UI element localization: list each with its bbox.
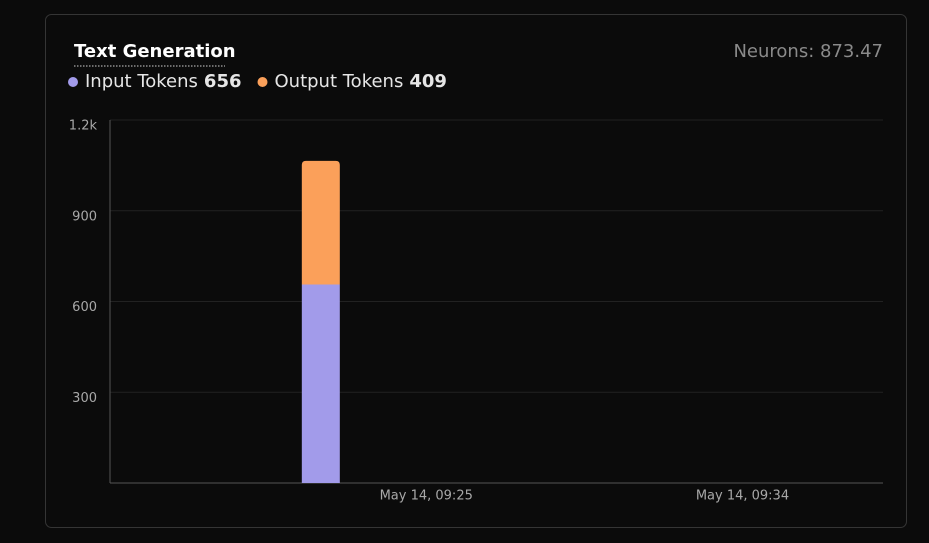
x-tick-label: May 14, 09:34	[696, 489, 789, 504]
legend-name: Output Tokens	[275, 71, 404, 92]
y-tick-label: 600	[72, 300, 97, 315]
legend-name: Input Tokens	[85, 71, 198, 92]
bar-segment	[301, 160, 340, 285]
x-tick-label: May 14, 09:25	[380, 489, 473, 504]
chart-title[interactable]: Text Generation	[74, 41, 236, 62]
neurons: Neurons: 873.47	[733, 41, 883, 62]
legend-value: 409	[409, 71, 447, 92]
bar-segment	[301, 284, 340, 483]
legend-value: 656	[204, 71, 242, 92]
legend-dot	[257, 77, 268, 87]
y-tick-label: 1.2k	[69, 119, 98, 134]
y-tick-label: 300	[72, 391, 97, 406]
legend-label: Output Tokens 409	[275, 71, 447, 92]
y-tick-label: 900	[72, 209, 97, 224]
card	[45, 14, 907, 528]
legend-label: Input Tokens 656	[85, 71, 242, 92]
legend-dot	[68, 77, 78, 87]
